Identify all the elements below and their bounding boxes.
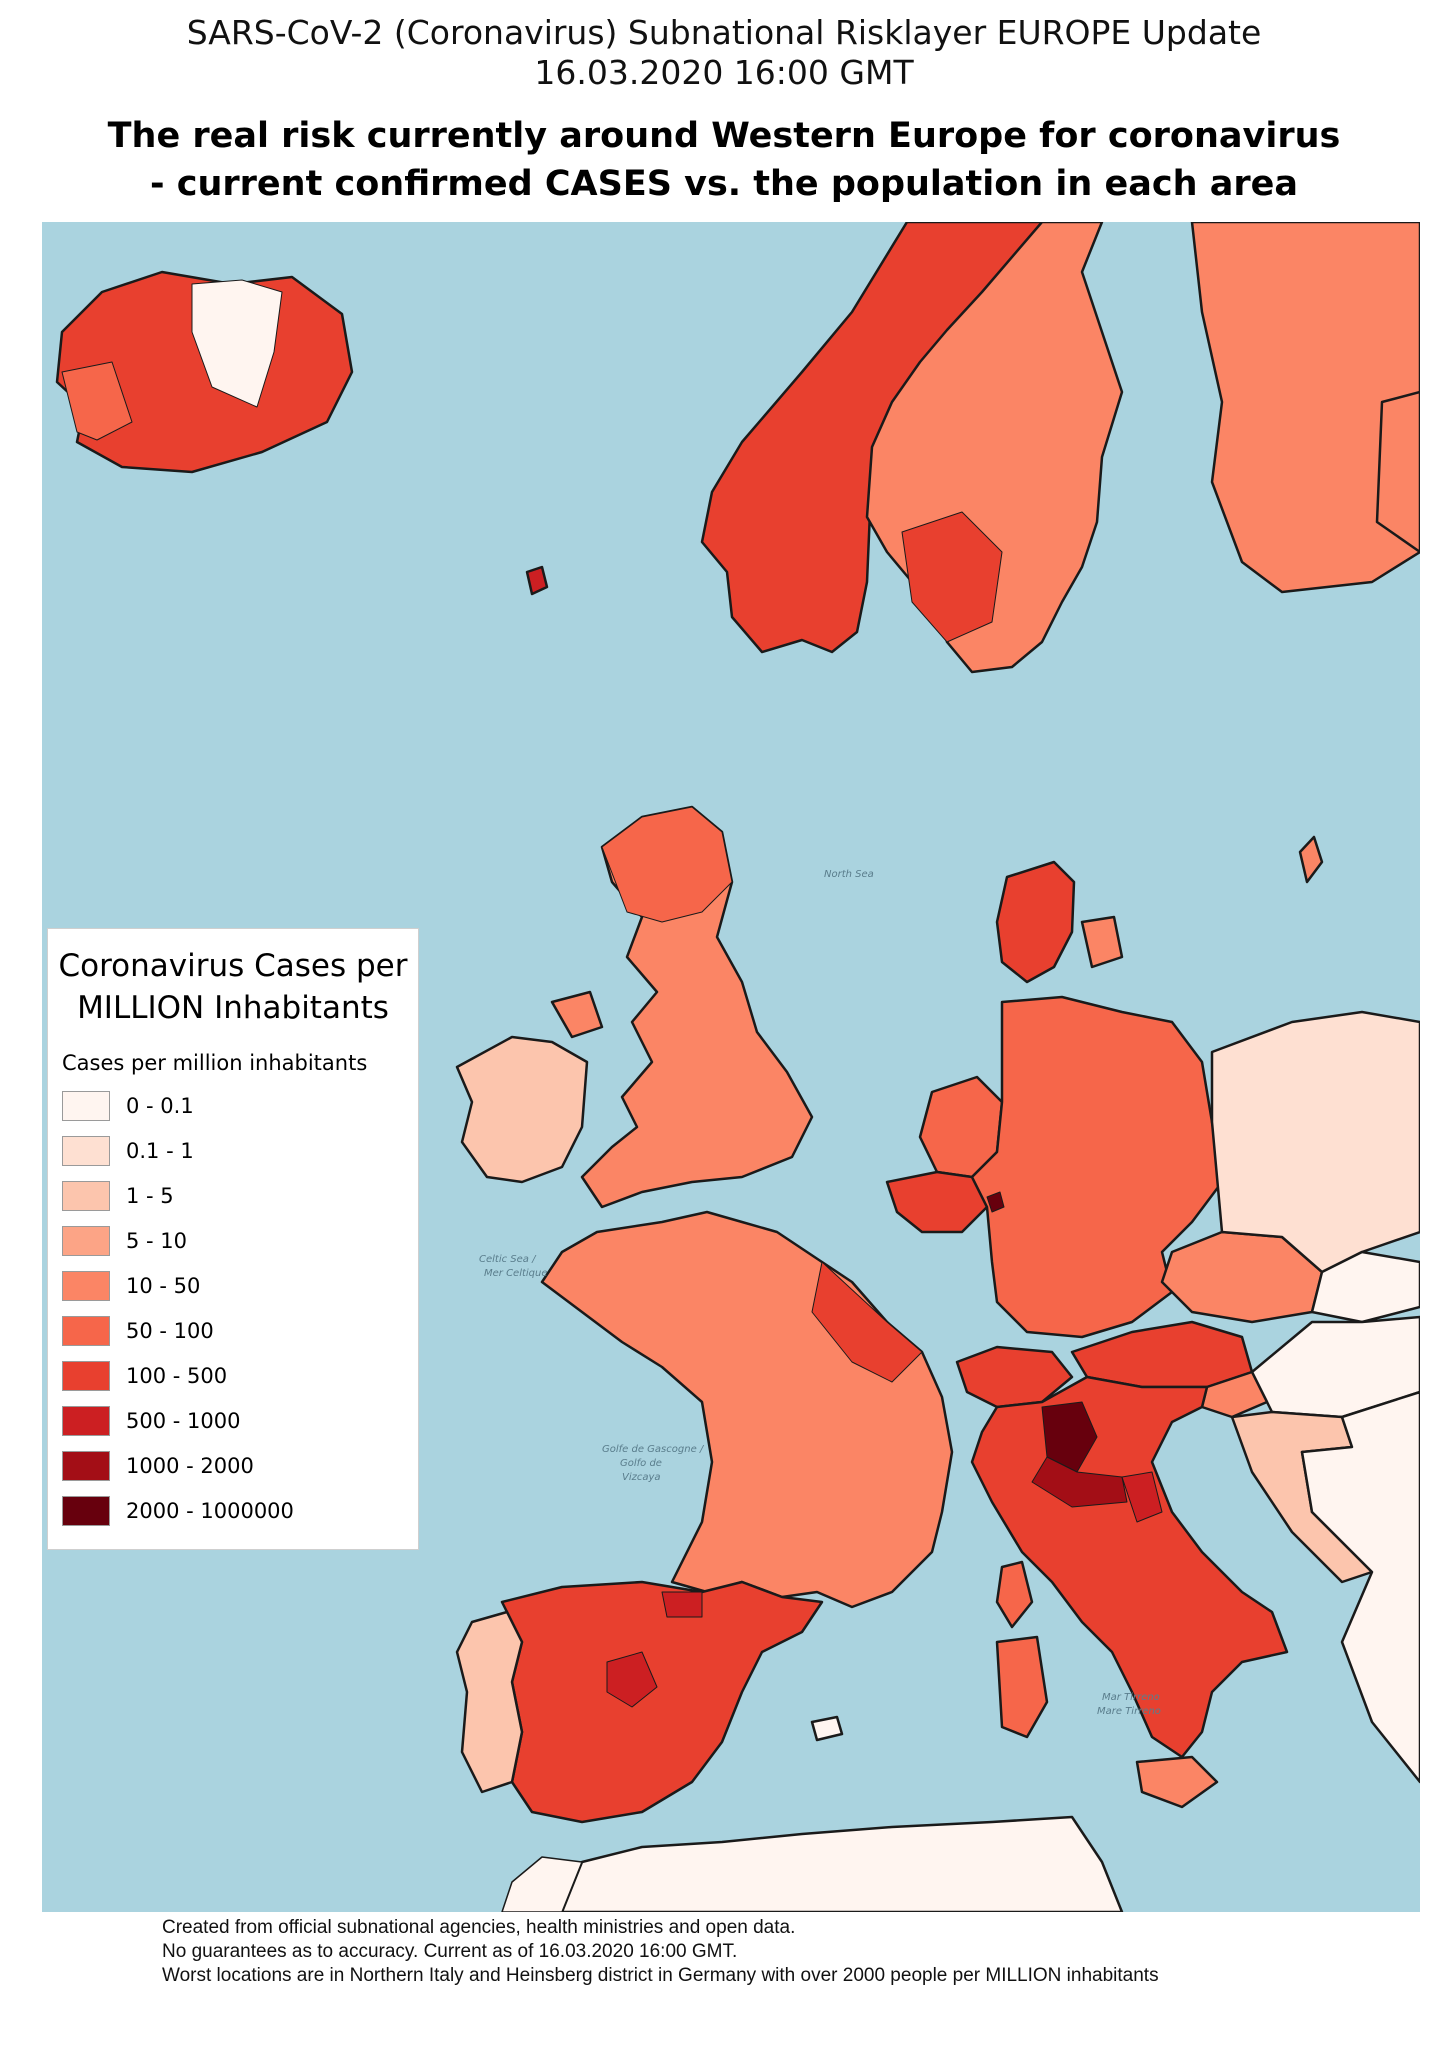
legend-swatch (62, 1181, 110, 1211)
region-balearics[interactable] (810, 1715, 844, 1742)
region-lombardy[interactable] (1041, 1401, 1098, 1473)
headline-line-2: - current confirmed CASES vs. the popula… (150, 164, 1298, 204)
region-corsica[interactable] (995, 1560, 1034, 1629)
region-finland-coast[interactable] (1375, 390, 1420, 554)
sea-label-celtic: Celtic Sea / (479, 1254, 537, 1265)
region-madrid[interactable] (606, 1651, 658, 1708)
legend-label: 50 - 100 (126, 1319, 214, 1343)
map-legend: Coronavirus Cases per MILLION Inhabitant… (47, 928, 419, 1550)
region-switzerland[interactable] (955, 1345, 1074, 1409)
legend-swatch (62, 1361, 110, 1391)
legend-swatch (62, 1406, 110, 1436)
sea-label-tyrrhenian: Mar Tirreno (1102, 1692, 1160, 1703)
sea-label-north-sea: North Sea (824, 869, 874, 880)
region-portugal[interactable] (455, 1610, 524, 1794)
region-belgium[interactable] (885, 1170, 989, 1234)
region-denmark[interactable] (995, 860, 1076, 984)
region-sweden-south[interactable] (901, 511, 1003, 643)
region-ireland[interactable] (455, 1035, 589, 1184)
legend-label: 10 - 50 (126, 1274, 201, 1298)
region-iceland-east[interactable] (191, 279, 283, 408)
region-morocco[interactable] (501, 1856, 583, 1912)
sea-label-vizcaya2: Vizcaya (622, 1472, 661, 1483)
legend-label: 0 - 0.1 (126, 1094, 194, 1118)
legend-swatch (62, 1496, 110, 1526)
headline-line-1: The real risk currently around Western E… (107, 116, 1341, 156)
region-heinsberg[interactable] (986, 1191, 1005, 1213)
legend-label: 0.1 - 1 (126, 1139, 194, 1163)
legend-title-line-1: Coronavirus Cases per (58, 948, 408, 984)
region-marche[interactable] (1121, 1471, 1163, 1523)
legend-swatch (62, 1271, 110, 1301)
region-gotland[interactable] (1298, 835, 1324, 884)
title-line-1: SARS-CoV-2 (Coronavirus) Subnational Ris… (186, 13, 1262, 52)
region-france-east[interactable] (811, 1261, 923, 1383)
legend-label: 1 - 5 (126, 1184, 174, 1208)
region-basque[interactable] (661, 1591, 703, 1618)
region-finland[interactable] (1190, 222, 1420, 594)
region-sardinia[interactable] (995, 1635, 1049, 1739)
legend-label: 5 - 10 (126, 1229, 188, 1253)
legend-label: 100 - 500 (126, 1364, 228, 1388)
region-northern-ireland[interactable] (550, 990, 604, 1039)
region-zealand[interactable] (1080, 915, 1124, 969)
title-line-2: 16.03.2020 16:00 GMT (534, 53, 914, 92)
legend-swatch (62, 1226, 110, 1256)
legend-label: 1000 - 2000 (126, 1454, 254, 1478)
legend-swatch (62, 1136, 110, 1166)
legend-subtitle: Cases per million inhabitants (62, 1051, 368, 1075)
region-scotland[interactable] (601, 806, 733, 923)
legend-label: 2000 - 1000000 (126, 1499, 294, 1523)
footer-line-1: Created from official subnational agenci… (162, 1917, 796, 1938)
legend-title-line-2: MILLION Inhabitants (77, 990, 389, 1026)
sea-label-celtic-fr: Mer Celtique (484, 1268, 548, 1279)
region-north-africa[interactable] (560, 1815, 1124, 1912)
region-emilia[interactable] (1031, 1456, 1128, 1508)
footer-line-2: No guarantees as to accuracy. Current as… (162, 1941, 738, 1962)
region-faroe[interactable] (525, 565, 549, 596)
region-poland[interactable] (1210, 1010, 1420, 1274)
legend-swatch (62, 1451, 110, 1481)
legend-title: Coronavirus Cases per MILLION Inhabitant… (48, 945, 418, 1029)
sea-label-gascogne: Golfe de Gascogne / (602, 1444, 705, 1455)
legend-label: 500 - 1000 (126, 1409, 241, 1433)
region-iceland-west[interactable] (61, 361, 133, 441)
legend-swatch (62, 1316, 110, 1346)
region-balkans[interactable] (1300, 1390, 1420, 1784)
footer-line-3: Worst locations are in Northern Italy an… (162, 1965, 1159, 1986)
sea-label-vizcaya: Golfo de (620, 1458, 662, 1469)
sea-label-tyrrhenian2: Mare Tirreno (1097, 1706, 1161, 1717)
legend-swatch (62, 1091, 110, 1121)
region-germany[interactable] (970, 995, 1224, 1339)
region-sicily[interactable] (1135, 1755, 1219, 1809)
